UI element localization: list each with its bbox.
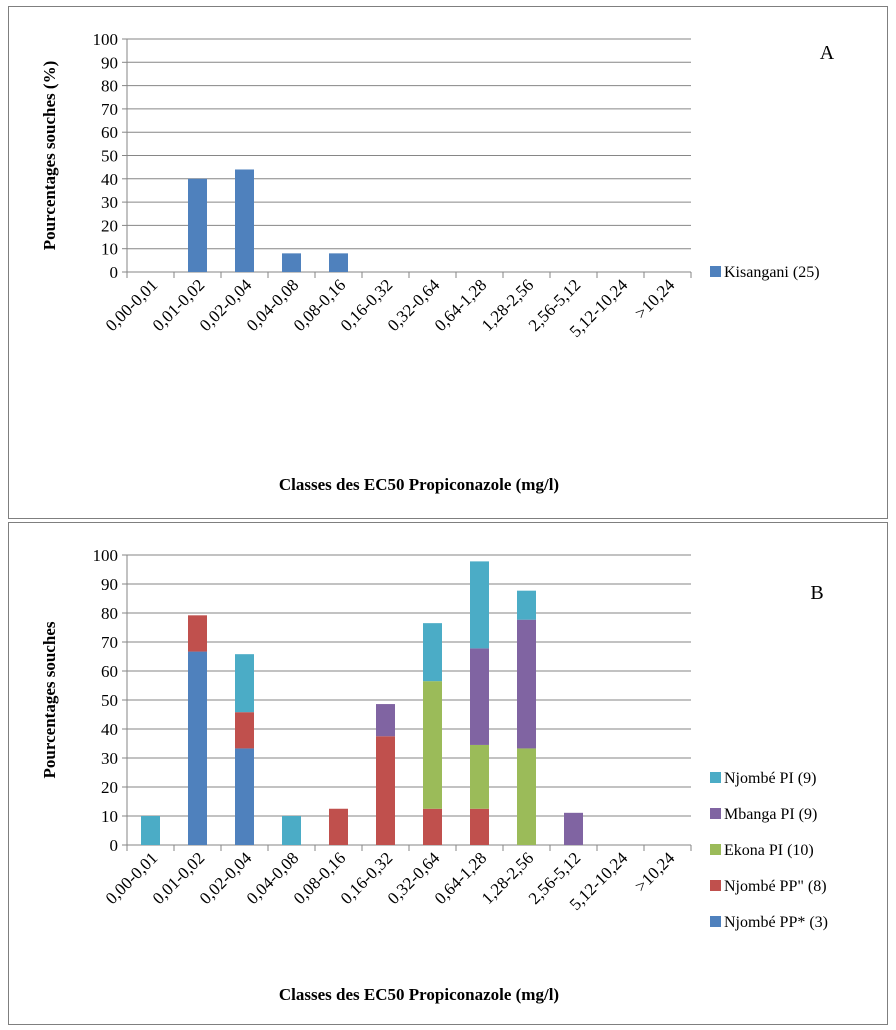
y-tick-label: 90 [101,53,118,72]
y-tick-label: 100 [93,546,119,565]
bar [376,736,395,845]
y-tick-label: 0 [110,836,119,855]
y-tick-label: 50 [101,147,118,166]
bar [282,253,301,272]
chart-panel-a: 0 10 20 30 40 50 60 70 80 90 100 0,00-0,01 0,01-0,02… [8,6,888,519]
y-tick-label: 70 [101,633,118,652]
legend-swatch [710,880,721,891]
panel-letter: A [820,42,835,64]
y-tick-label: 100 [93,30,119,49]
y-tick-label: 20 [101,778,118,797]
bar [188,651,207,845]
y-tick-label: 60 [101,123,118,142]
legend-label: Njombé PP" (8) [724,878,827,895]
bar [470,561,489,649]
bar [423,681,442,809]
x-axis-title: Classes des EC50 Propiconazole (mg/l) [279,985,559,1004]
legend-swatch [710,808,721,819]
legend-swatch [710,916,721,927]
legend-swatch [710,844,721,855]
bar [470,808,489,845]
y-tick-label: 90 [101,575,118,594]
chart-b-svg: 01020304050607080901000,00-0,010,01-0,02… [40,546,828,1004]
legend-swatch [710,266,721,277]
y-axis-title: Pourcentages souches [40,621,59,778]
y-tick-label: 80 [101,604,118,623]
panel-letter: B [810,582,823,604]
y-tick-label: 30 [101,193,118,212]
bar [235,712,254,749]
bar [376,704,395,737]
x-tick-label: >10,24 [631,848,679,896]
x-axis-title: Classes des EC50 Propiconazole (mg/l) [279,475,559,494]
legend-label: Mbanga PI (9) [724,806,817,823]
y-tick-label: 0 [110,263,119,282]
bar [423,808,442,845]
y-tick-label: 80 [101,77,118,96]
bar [517,748,536,845]
bar [282,816,301,845]
y-tick-label: 20 [101,216,118,235]
bar [141,816,160,845]
bar [423,623,442,682]
y-tick-label: 10 [101,807,118,826]
legend-label: Njombé PI (9) [724,770,816,787]
chart-a-svg: 01020304050607080901000,00-0,010,01-0,02… [40,30,835,494]
y-tick-label: 30 [101,749,118,768]
y-tick-label: 50 [101,691,118,710]
y-tick-label: 40 [101,720,118,739]
bar [564,812,583,845]
bar [235,169,254,272]
legend-label: Kisangani (25) [724,264,820,281]
bar [517,590,536,620]
y-tick-label: 70 [101,100,118,119]
x-tick-label: >10,24 [631,275,679,323]
bar [329,253,348,272]
chart-panel-b: 0 10 20 30 40 50 60 70 80 90 100 0,00-0,01 0,01-0,02… [8,522,888,1025]
bar [188,615,207,652]
bar [235,748,254,845]
legend-label: Njombé PP* (3) [724,914,828,931]
y-axis-title: Pourcentages souches (%) [40,61,59,251]
legend-swatch [710,772,721,783]
legend-label: Ekona PI (10) [724,842,814,859]
bar [517,619,536,749]
bar [329,808,348,845]
y-tick-label: 60 [101,662,118,681]
y-tick-label: 40 [101,170,118,189]
bar [470,648,489,745]
bar [188,178,207,272]
bar [470,744,489,809]
y-tick-label: 10 [101,240,118,259]
bar [235,654,254,713]
